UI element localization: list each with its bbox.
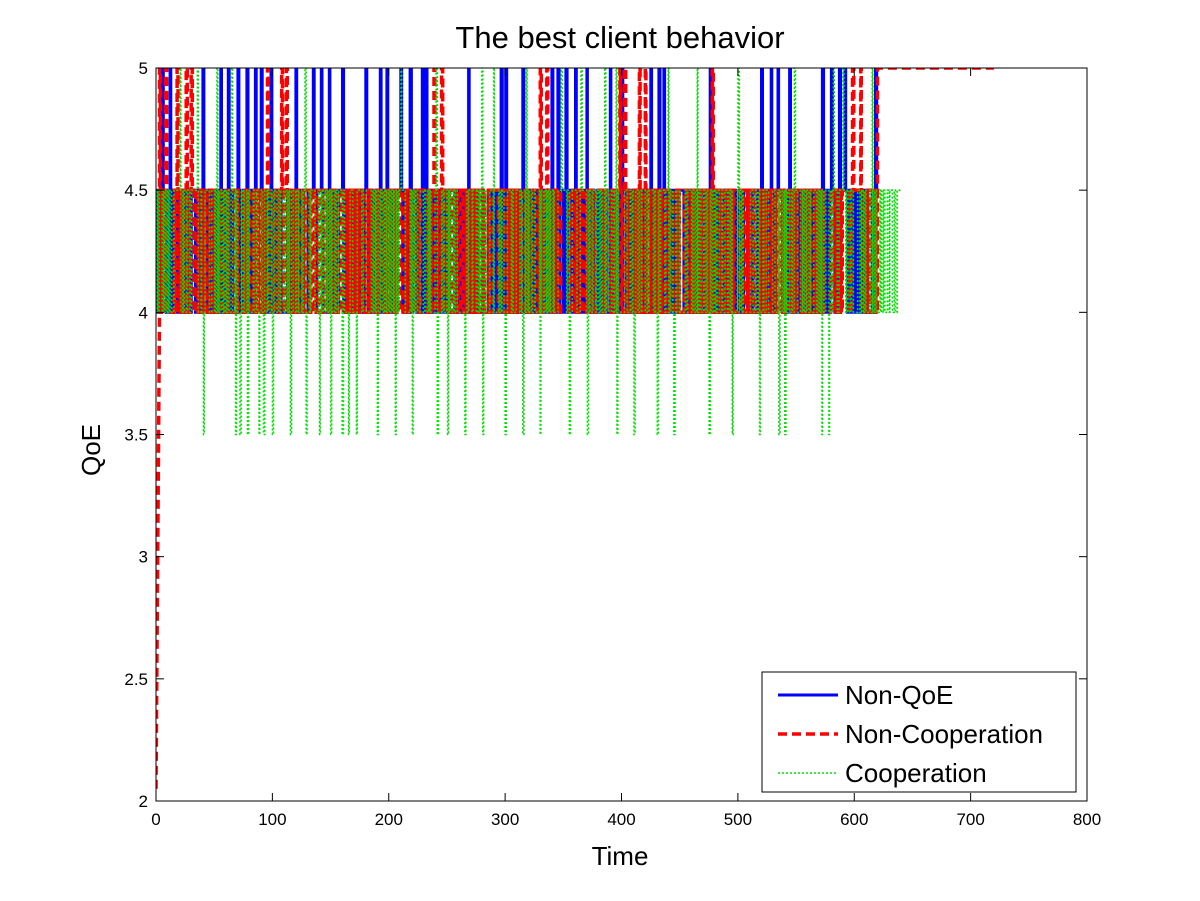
y-axis-label: QoE bbox=[76, 424, 106, 476]
x-tick-label: 100 bbox=[258, 810, 286, 829]
y-axis-ticks: 2 2.5 3 3.5 4 4.5 5 bbox=[124, 59, 1087, 811]
chart-title: The best client behavior bbox=[455, 20, 784, 55]
legend-box bbox=[761, 671, 1077, 793]
y-tick-label: 4 bbox=[139, 303, 148, 322]
legend: Non-QoE Non-Cooperation Cooperation bbox=[761, 671, 1077, 793]
y-tick-label: 3.5 bbox=[124, 426, 148, 445]
y-tick-label: 4.5 bbox=[124, 181, 148, 200]
x-tick-label: 400 bbox=[607, 810, 635, 829]
x-tick-label: 600 bbox=[840, 810, 868, 829]
x-axis-ticks: 0 100 200 300 400 500 600 700 800 bbox=[151, 68, 1101, 829]
legend-label: Cooperation bbox=[845, 758, 987, 788]
legend-label: Non-Cooperation bbox=[845, 719, 1043, 749]
y-tick-label: 5 bbox=[139, 59, 148, 78]
x-tick-label: 200 bbox=[375, 810, 403, 829]
x-tick-label: 0 bbox=[151, 810, 160, 829]
plot-area bbox=[156, 68, 994, 789]
y-tick-label: 2.5 bbox=[124, 670, 148, 689]
x-tick-label: 500 bbox=[724, 810, 752, 829]
x-tick-label: 700 bbox=[956, 810, 984, 829]
x-tick-label: 800 bbox=[1073, 810, 1101, 829]
legend-label: Non-QoE bbox=[845, 680, 953, 710]
x-axis-label: Time bbox=[592, 841, 649, 871]
x-tick-label: 300 bbox=[491, 810, 519, 829]
series-line-cooperation bbox=[156, 68, 901, 436]
y-tick-label: 3 bbox=[139, 548, 148, 567]
y-tick-label: 2 bbox=[139, 792, 148, 811]
